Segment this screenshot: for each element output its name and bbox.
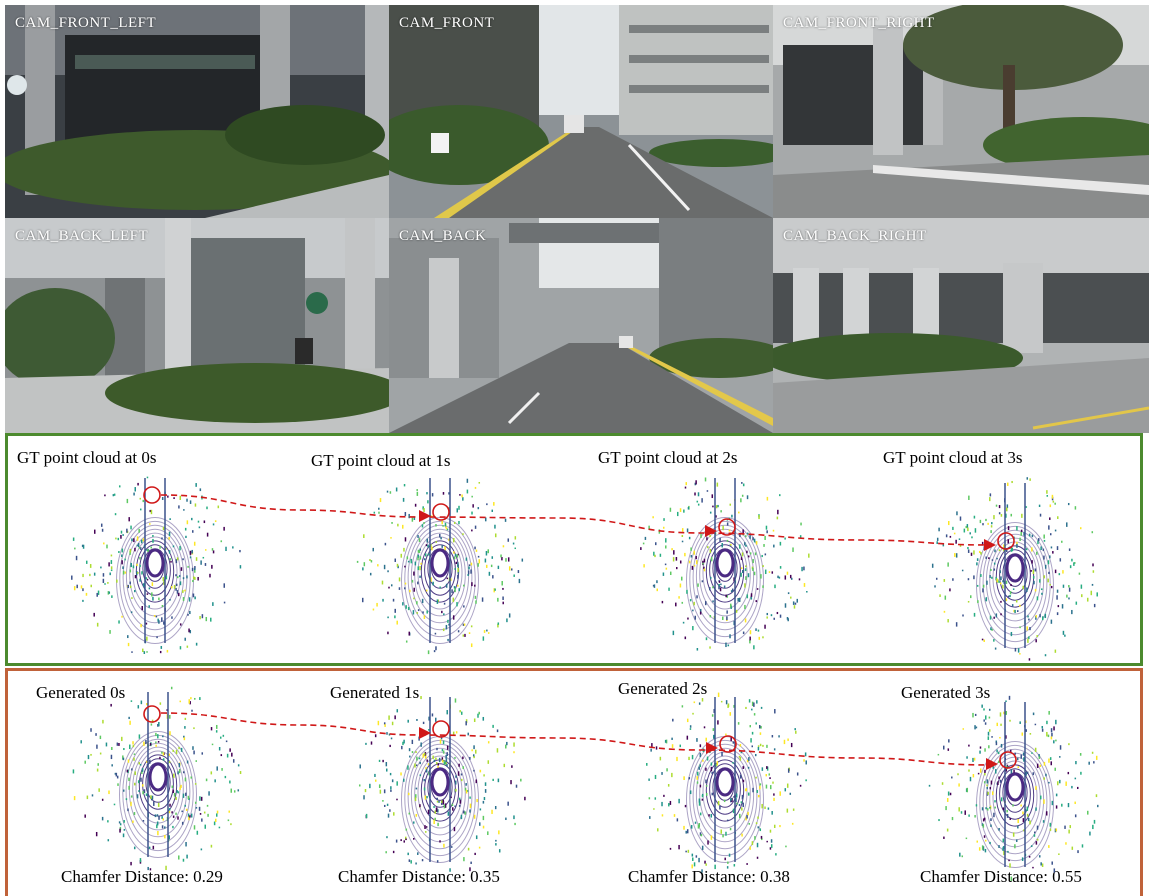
gt-title-2s: GT point cloud at 2s — [598, 448, 738, 467]
gt-title-3s: GT point cloud at 3s — [883, 448, 1023, 467]
camera-image — [389, 5, 773, 218]
camera-label: CAM_FRONT — [399, 15, 495, 31]
camera-label: CAM_BACK — [399, 228, 487, 244]
camera-label: CAM_FRONT_RIGHT — [783, 15, 935, 31]
camera-view-front-left: CAM_FRONT_LEFT — [5, 5, 389, 218]
camera-view-front: CAM_FRONT — [389, 5, 773, 218]
camera-label: CAM_FRONT_LEFT — [15, 15, 157, 31]
camera-image — [773, 5, 1149, 218]
chamfer-distance-0s: Chamfer Distance: 0.29 — [61, 867, 223, 886]
camera-label: CAM_BACK_RIGHT — [783, 228, 927, 244]
chamfer-distance-2s: Chamfer Distance: 0.38 — [628, 867, 790, 886]
gen-title-2s: Generated 2s — [618, 679, 708, 698]
gt-title-0s: GT point cloud at 0s — [17, 448, 157, 467]
camera-image — [5, 5, 389, 218]
gen-title-3s: Generated 3s — [901, 683, 991, 702]
camera-image — [389, 218, 773, 433]
camera-view-back-left: CAM_BACK_LEFT — [5, 218, 389, 433]
gt-point-cloud-panel: GT point cloud at 0s GT point cloud at 1… — [5, 433, 1143, 666]
gt-title-1s: GT point cloud at 1s — [311, 451, 451, 470]
gen-title-0s: Generated 0s — [36, 683, 126, 702]
camera-view-front-right: CAM_FRONT_RIGHT — [773, 5, 1149, 218]
camera-view-back: CAM_BACK — [389, 218, 773, 433]
chamfer-distance-1s: Chamfer Distance: 0.35 — [338, 867, 500, 886]
camera-image — [5, 218, 389, 433]
camera-image — [773, 218, 1149, 433]
generated-point-cloud-panel: Generated 0s Generated 1s Generated 2s G… — [5, 668, 1143, 896]
gen-title-1s: Generated 1s — [330, 683, 420, 702]
chamfer-distance-3s: Chamfer Distance: 0.55 — [920, 867, 1082, 886]
camera-label: CAM_BACK_LEFT — [15, 228, 149, 244]
camera-view-back-right: CAM_BACK_RIGHT — [773, 218, 1149, 433]
